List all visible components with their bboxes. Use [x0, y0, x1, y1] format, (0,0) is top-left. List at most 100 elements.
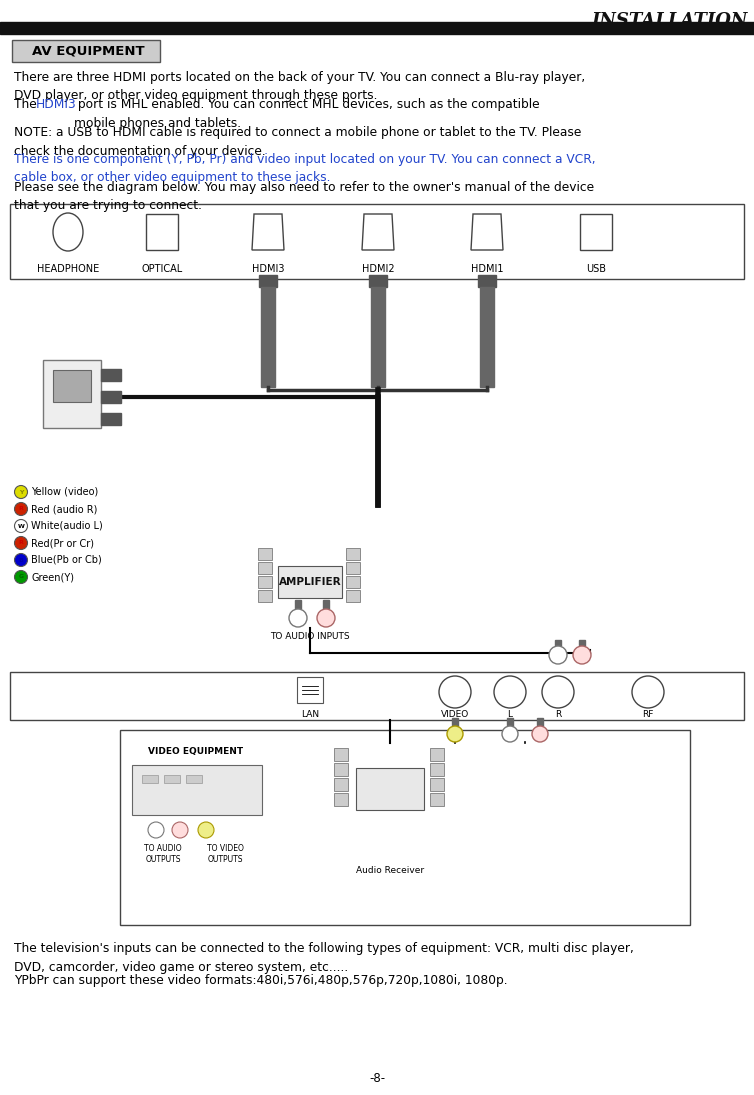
- Circle shape: [542, 676, 574, 708]
- Text: Red (audio R): Red (audio R): [31, 504, 97, 514]
- Circle shape: [439, 676, 471, 708]
- Text: The: The: [14, 97, 41, 111]
- Text: port is MHL enabled. You can connect MHL devices, such as the compatible
mobile : port is MHL enabled. You can connect MHL…: [74, 97, 540, 129]
- Circle shape: [14, 553, 27, 566]
- Bar: [478, 275, 496, 287]
- Text: TO AUDIO
OUTPUTS: TO AUDIO OUTPUTS: [144, 844, 182, 864]
- Bar: [53, 370, 91, 402]
- Bar: [555, 639, 561, 646]
- Text: R: R: [580, 652, 584, 658]
- Bar: [146, 214, 178, 250]
- Circle shape: [502, 726, 518, 742]
- Text: YPbPr can support these video formats:480i,576i,480p,576p,720p,1080i, 1080p.: YPbPr can support these video formats:48…: [14, 973, 507, 987]
- Bar: [120, 730, 690, 925]
- Circle shape: [14, 485, 27, 498]
- Circle shape: [573, 646, 591, 664]
- Bar: [186, 775, 202, 783]
- Circle shape: [289, 609, 307, 627]
- Bar: [580, 214, 612, 250]
- Bar: [346, 576, 360, 588]
- Text: R: R: [323, 615, 329, 621]
- Bar: [579, 639, 585, 646]
- Circle shape: [632, 676, 664, 708]
- Text: Audio Receiver: Audio Receiver: [356, 866, 424, 875]
- Bar: [371, 287, 385, 387]
- Text: HDMI: HDMI: [62, 381, 82, 391]
- Text: L: L: [507, 710, 513, 719]
- Circle shape: [14, 503, 27, 516]
- Circle shape: [317, 609, 335, 627]
- Circle shape: [14, 570, 27, 584]
- Text: Please see the diagram below. You may also need to refer to the owner's manual o: Please see the diagram below. You may al…: [14, 181, 594, 212]
- Text: The television's inputs can be connected to the following types of equipment: VC: The television's inputs can be connected…: [14, 942, 634, 973]
- Circle shape: [14, 519, 27, 532]
- Circle shape: [447, 726, 463, 742]
- Bar: [430, 793, 444, 806]
- Bar: [43, 360, 101, 428]
- Bar: [430, 763, 444, 776]
- Text: W: W: [17, 523, 24, 529]
- Bar: [10, 204, 744, 279]
- Bar: [101, 391, 121, 403]
- Bar: [10, 672, 744, 721]
- Polygon shape: [471, 214, 503, 250]
- Text: Green(Y): Green(Y): [31, 572, 74, 583]
- Bar: [132, 765, 262, 815]
- Text: W: W: [554, 652, 562, 658]
- Bar: [346, 548, 360, 560]
- Text: -8-: -8-: [369, 1072, 385, 1085]
- Text: NOTE: a USB to HDMI cable is required to connect a mobile phone or tablet to the: NOTE: a USB to HDMI cable is required to…: [14, 126, 581, 158]
- Bar: [164, 775, 180, 783]
- Text: HDMI2: HDMI2: [362, 264, 394, 274]
- Circle shape: [198, 822, 214, 838]
- Text: White(audio L): White(audio L): [31, 521, 103, 531]
- Text: HDMI3: HDMI3: [36, 97, 77, 111]
- Text: There is one component (Y, Pb, Pr) and video input located on your TV. You can c: There is one component (Y, Pb, Pr) and v…: [14, 153, 596, 184]
- Text: AMPLIFIER: AMPLIFIER: [279, 577, 342, 587]
- Bar: [278, 566, 342, 598]
- Text: HDMI1: HDMI1: [470, 264, 503, 274]
- Text: Y: Y: [453, 731, 457, 737]
- Bar: [258, 562, 272, 574]
- Bar: [295, 600, 301, 609]
- Bar: [334, 793, 348, 806]
- Text: OPTICAL: OPTICAL: [142, 264, 182, 274]
- Text: AV EQUIPMENT: AV EQUIPMENT: [32, 45, 144, 58]
- Text: LAN: LAN: [301, 710, 319, 719]
- Text: R: R: [19, 541, 23, 545]
- Bar: [430, 748, 444, 761]
- Text: G: G: [18, 575, 23, 579]
- Bar: [101, 369, 121, 381]
- Bar: [297, 677, 323, 703]
- Bar: [261, 287, 275, 387]
- Text: B: B: [19, 557, 23, 563]
- Text: USB: USB: [586, 264, 606, 274]
- Text: R: R: [178, 828, 182, 832]
- Bar: [0, 22, 754, 34]
- Text: Y: Y: [19, 489, 23, 495]
- Polygon shape: [252, 214, 284, 250]
- Bar: [258, 548, 272, 560]
- Polygon shape: [362, 214, 394, 250]
- Bar: [356, 768, 424, 810]
- Text: W: W: [153, 828, 159, 832]
- Bar: [346, 590, 360, 602]
- Text: There are three HDMI ports located on the back of your TV. You can connect a Blu: There are three HDMI ports located on th…: [14, 71, 585, 103]
- Circle shape: [172, 822, 188, 838]
- Text: R: R: [19, 507, 23, 511]
- Bar: [258, 576, 272, 588]
- Bar: [12, 41, 160, 62]
- Bar: [142, 775, 158, 783]
- Text: HDMI3: HDMI3: [252, 264, 284, 274]
- Bar: [480, 287, 494, 387]
- Text: RF: RF: [642, 710, 654, 719]
- Bar: [334, 748, 348, 761]
- Bar: [323, 600, 329, 609]
- Bar: [258, 590, 272, 602]
- Text: Y: Y: [204, 828, 208, 832]
- Text: W: W: [507, 731, 513, 737]
- Text: VIDEO EQUIPMENT: VIDEO EQUIPMENT: [149, 747, 244, 756]
- Ellipse shape: [53, 214, 83, 251]
- Bar: [334, 779, 348, 791]
- Text: TO AUDIO INPUTS: TO AUDIO INPUTS: [270, 632, 350, 641]
